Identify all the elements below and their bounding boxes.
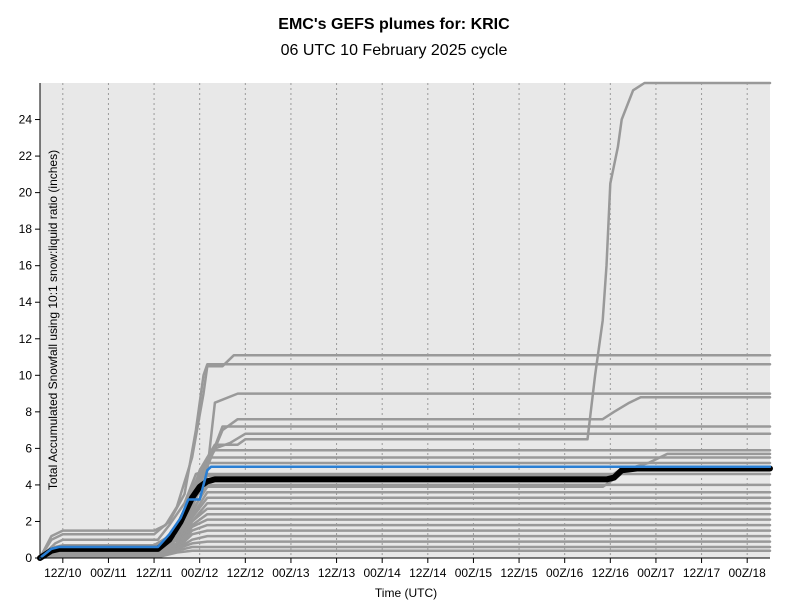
x-tick-label: 12Z/16	[592, 566, 630, 580]
ensemble-mean-line	[37, 465, 773, 561]
x-tick-label: 12Z/13	[318, 566, 356, 580]
x-tick-label: 00Z/14	[364, 566, 402, 580]
y-tick-label: 8	[25, 405, 32, 419]
y-tick-label: 16	[19, 259, 33, 273]
ensemble-member-line	[38, 392, 772, 560]
x-tick-label: 00Z/16	[546, 566, 584, 580]
ensemble-member-line	[38, 540, 772, 560]
y-tick-label: 22	[19, 149, 33, 163]
x-tick-label: 12Z/15	[500, 566, 538, 580]
x-tick-label: 00Z/15	[455, 566, 493, 580]
x-tick-label: 00Z/18	[729, 566, 767, 580]
x-tick-label: 12Z/10	[44, 566, 82, 580]
y-tick-label: 0	[25, 551, 32, 565]
x-tick-label: 12Z/14	[409, 566, 447, 580]
x-tick-label: 00Z/12	[181, 566, 219, 580]
chart-title: EMC's GEFS plumes for: KRIC	[278, 16, 510, 33]
ensemble-member-line	[38, 549, 772, 560]
x-tick-label: 12Z/12	[227, 566, 265, 580]
ensemble-member-line	[38, 363, 772, 560]
x-tick-label: 00Z/17	[637, 566, 675, 580]
x-tick-label: 00Z/11	[90, 566, 127, 580]
y-tick-label: 24	[19, 113, 33, 127]
y-axis-label: Total Accumulated Snowfall using 10:1 sn…	[46, 150, 60, 490]
y-tick-label: 18	[19, 222, 33, 236]
chart-subtitle: 06 UTC 10 February 2025 cycle	[280, 42, 508, 59]
control-run-line	[38, 465, 772, 560]
y-tick-label: 10	[19, 368, 33, 382]
x-tick-label: 00Z/13	[272, 566, 310, 580]
y-tick-label: 20	[19, 186, 33, 200]
y-tick-label: 12	[19, 332, 33, 346]
x-axis-label: Time (UTC)	[375, 586, 437, 600]
series-group	[37, 81, 773, 561]
x-tick-label: 12Z/11	[136, 566, 173, 580]
y-tick-label: 2	[25, 514, 32, 528]
y-tick-label: 6	[25, 441, 32, 455]
y-tick-label: 4	[25, 478, 32, 492]
x-tick-label: 12Z/17	[683, 566, 721, 580]
y-tick-label: 14	[19, 295, 33, 309]
